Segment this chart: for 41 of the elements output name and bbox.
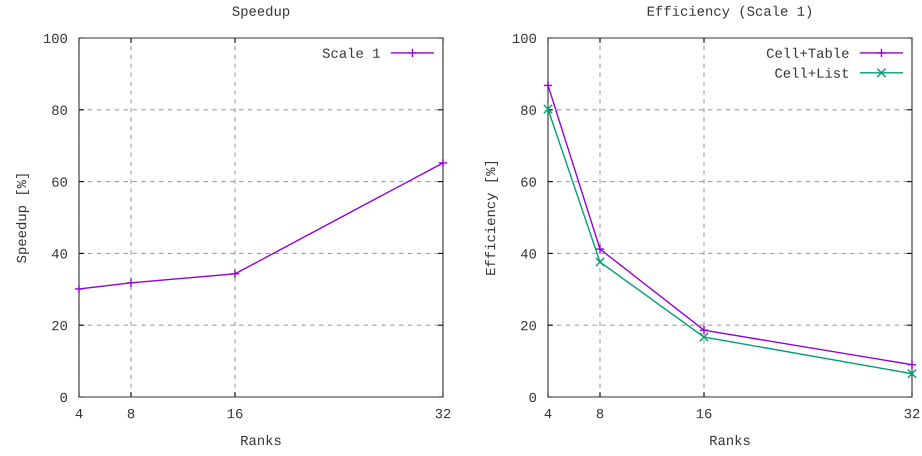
point <box>543 80 553 90</box>
y-tick-label: 20 <box>521 320 536 330</box>
point <box>595 244 605 254</box>
x-tick-label: 16 <box>696 408 712 418</box>
y-tick-label: 40 <box>52 249 68 259</box>
y-axis-title: Efficiency [%] <box>485 162 498 275</box>
y-tick-label: 0 <box>529 392 536 402</box>
x-tick-label: 16 <box>228 408 242 418</box>
point <box>699 325 709 336</box>
y-tick-label: 20 <box>52 320 68 330</box>
y-tick-label: 80 <box>52 106 68 115</box>
chart-title: Efficiency (Scale 1) <box>648 6 812 19</box>
y-tick-label: 100 <box>512 34 536 44</box>
y-tick-label: 40 <box>520 249 536 259</box>
point <box>543 104 553 114</box>
y-tick-label: 60 <box>52 177 68 187</box>
point <box>907 360 917 370</box>
legend-label: Cell+Table <box>766 48 849 58</box>
x-tick-label: 4 <box>544 409 552 418</box>
chart-title: Speedup <box>232 6 290 19</box>
point <box>230 269 240 279</box>
x-tick-label: 4 <box>76 409 82 418</box>
legend-label: Cell+List <box>775 68 848 78</box>
y-tick-label: 60 <box>521 177 536 187</box>
point <box>438 158 448 168</box>
y-tick-label: 0 <box>60 392 68 402</box>
x-tick-label: 8 <box>596 408 604 418</box>
point <box>595 257 605 267</box>
x-tick-label: 32 <box>904 408 920 418</box>
y-tick-label: 80 <box>521 106 536 115</box>
x-tick-label: 8 <box>128 408 134 418</box>
point <box>907 368 917 379</box>
x-axis-title: Ranks <box>241 434 281 446</box>
legend-label: Scale 1 <box>322 48 380 58</box>
y-tick-label: 100 <box>44 34 68 44</box>
point <box>126 278 136 288</box>
y-axis-title: Speedup [%] <box>16 174 29 263</box>
point <box>699 332 709 342</box>
x-tick-label: 32 <box>436 408 450 418</box>
x-axis-title: Ranks <box>710 434 750 446</box>
point <box>74 284 84 294</box>
